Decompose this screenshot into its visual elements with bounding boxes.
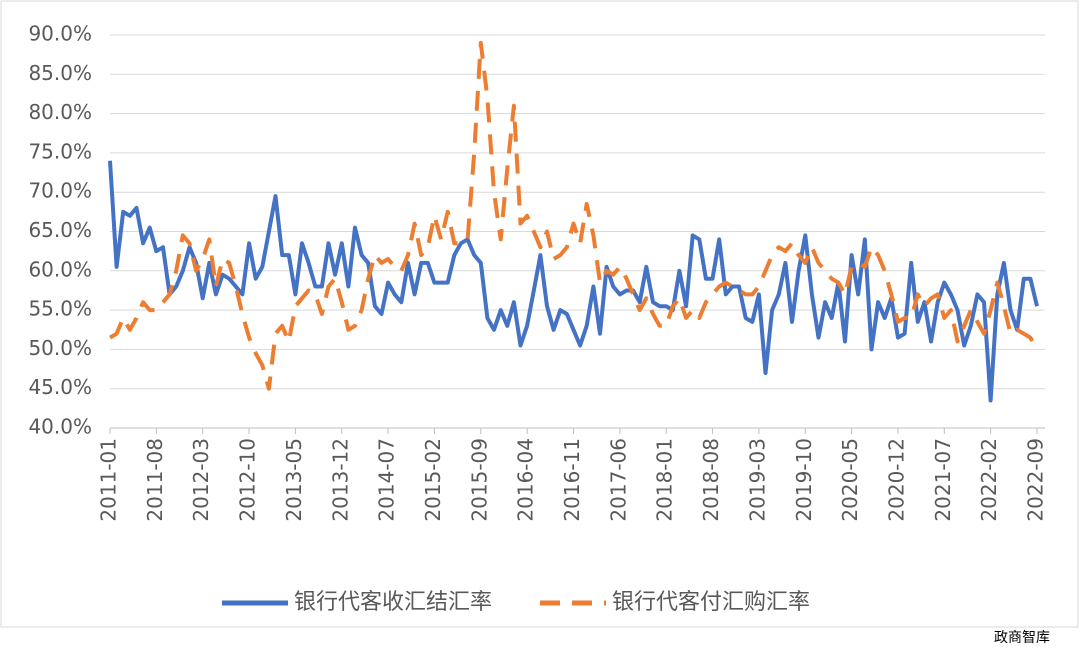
y-tick-label: 60.0%: [28, 257, 92, 281]
series-line: [108, 40, 1039, 391]
legend-label: 银行代客付汇购汇率: [612, 590, 810, 615]
x-tick-label: 2013-12: [328, 438, 352, 522]
x-tick-label: 2012-03: [189, 438, 213, 522]
y-tick-label: 90.0%: [28, 22, 92, 46]
x-tick-label: 2021-07: [931, 438, 955, 522]
y-tick-label: 85.0%: [28, 61, 92, 85]
x-tick-label: 2018-01: [653, 438, 677, 522]
y-tick-label: 55.0%: [28, 297, 92, 321]
x-tick-label: 2015-09: [467, 438, 491, 522]
watermark: 政商智库: [994, 630, 1050, 646]
x-tick-label: 2012-10: [236, 438, 260, 522]
x-tick-label: 2017-06: [606, 438, 630, 522]
y-tick-label: 45.0%: [28, 375, 92, 399]
x-tick-label: 2015-02: [421, 438, 445, 522]
y-tick-label: 65.0%: [28, 218, 92, 242]
x-tick-label: 2019-03: [745, 438, 769, 522]
legend-label: 银行代客收汇结汇率: [294, 590, 492, 615]
y-tick-label: 80.0%: [28, 100, 92, 124]
x-tick-label: 2011-01: [97, 438, 121, 522]
x-tick-label: 2019-10: [792, 438, 816, 522]
x-tick-label: 2016-11: [560, 438, 584, 522]
x-tick-label: 2013-05: [282, 438, 306, 522]
x-tick-label: 2022-02: [977, 438, 1001, 522]
x-tick-label: 2011-08: [143, 438, 167, 522]
x-tick-label: 2016-04: [514, 438, 538, 522]
series-line: [108, 160, 1039, 403]
x-tick-label: 2018-08: [699, 438, 723, 522]
y-tick-label: 50.0%: [28, 336, 92, 360]
y-tick-label: 70.0%: [28, 179, 92, 203]
chart-frame: [0, 0, 1079, 628]
y-tick-label: 40.0%: [28, 415, 92, 439]
y-tick-label: 75.0%: [28, 139, 92, 163]
x-tick-label: 2022-09: [1024, 438, 1048, 522]
x-tick-label: 2014-07: [375, 438, 399, 522]
x-tick-label: 2020-12: [884, 438, 908, 522]
x-tick-label: 2020-05: [838, 438, 862, 522]
